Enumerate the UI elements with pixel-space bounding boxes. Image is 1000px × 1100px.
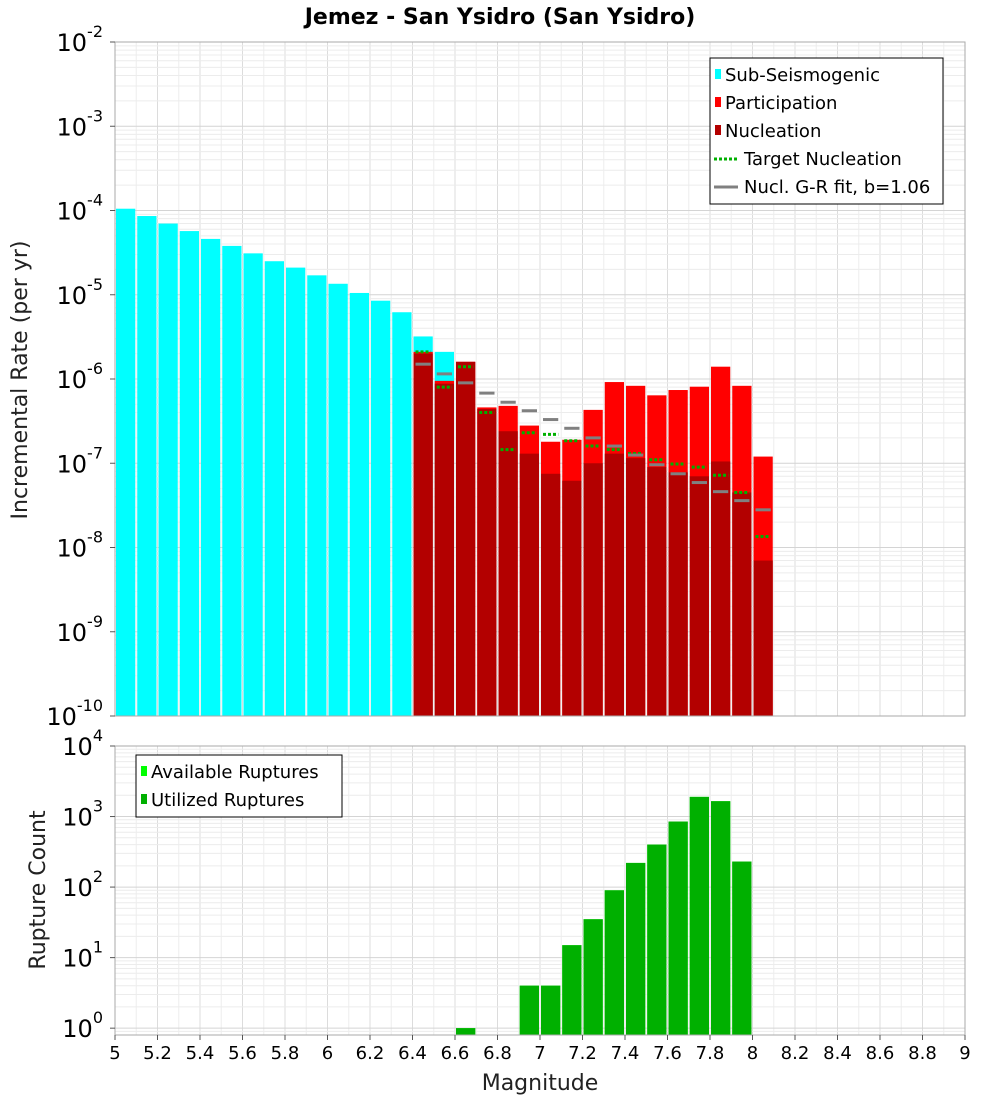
bottom-bar-series1: [732, 861, 752, 1035]
bottom-y-tick-label: 104: [62, 726, 103, 761]
top-plot: 10-10 10-9 10-8 10-7 10-6 10-5 10-4 10-3 10-2 Sub…: [46, 22, 966, 731]
top-bar-series2: [541, 473, 561, 716]
top-bar-series0: [179, 231, 199, 716]
top-bar-series0: [116, 208, 136, 717]
top-y-tick-label: 10-4: [57, 191, 104, 226]
top-bar-series0: [307, 275, 327, 716]
top-y-tick-label: 10-3: [57, 106, 104, 141]
chart-title: Jemez - San Ysidro (San Ysidro): [303, 5, 696, 30]
bottom-bar-series1: [711, 801, 731, 1035]
top-legend-box: [709, 57, 944, 205]
bottom-y-tick-label: 100: [62, 1008, 103, 1043]
x-tick-label: 6.8: [483, 1043, 512, 1064]
top-bar-series0: [243, 253, 263, 716]
top-y-tick-label: 10-7: [57, 443, 104, 478]
bottom-legend-swatch: [141, 794, 147, 804]
top-bar-series2: [604, 453, 624, 716]
bottom-plot: 100 101 102 103 104 Available Ruptures Utilize…: [62, 726, 970, 1064]
x-tick-label: 9: [959, 1043, 970, 1064]
top-legend-label: Participation: [725, 93, 837, 114]
top-y-tick-label: 10-10: [46, 696, 103, 731]
top-legend-label: Sub-Seismogenic: [725, 65, 880, 86]
x-tick-label: 8: [747, 1043, 758, 1064]
x-tick-label: 5.6: [228, 1043, 257, 1064]
top-y-tick-label: 10-8: [57, 528, 104, 563]
top-y-tick-label: 10-9: [57, 612, 104, 647]
x-tick-label: 7.8: [696, 1043, 725, 1064]
top-y-axis-label: Incremental Rate (per yr): [8, 241, 33, 520]
bottom-bar-series1: [562, 945, 582, 1035]
bottom-legend-box: [135, 754, 343, 818]
bottom-bar-series1: [604, 890, 624, 1035]
top-bar-series0: [328, 283, 348, 716]
x-tick-label: 6: [322, 1043, 333, 1064]
x-tick-label: 5: [109, 1043, 120, 1064]
top-legend-swatch: [715, 125, 721, 135]
top-bar-series0: [222, 245, 242, 716]
top-bar-series0: [158, 223, 178, 717]
top-legend-label: Nucleation: [725, 121, 821, 142]
top-legend-label: Nucl. G-R fit, b=1.06: [744, 177, 930, 198]
x-tick-label: 7: [534, 1043, 545, 1064]
top-y-tick-label: 10-2: [57, 22, 104, 57]
top-bar-series0: [137, 216, 157, 717]
top-legend-label: Target Nucleation: [743, 149, 902, 170]
top-bar-series0: [371, 300, 391, 716]
x-tick-label: 5.2: [143, 1043, 172, 1064]
x-tick-label: 6.4: [398, 1043, 427, 1064]
x-tick-label: 8.4: [823, 1043, 852, 1064]
top-bar-series0: [349, 292, 369, 716]
top-legend-swatch: [715, 97, 721, 107]
bottom-legend-label: Available Ruptures: [151, 762, 319, 783]
x-tick-label: 7.2: [568, 1043, 597, 1064]
bottom-y-tick-label: 103: [62, 797, 103, 832]
bottom-legend-swatch: [141, 766, 147, 776]
top-y-tick-label: 10-5: [57, 275, 104, 310]
bottom-y-tick-label: 102: [62, 867, 103, 902]
bottom-bar-series1: [583, 919, 603, 1035]
top-bar-series0: [201, 238, 221, 716]
top-bar-series2: [689, 476, 709, 716]
x-tick-label: 8.2: [781, 1043, 810, 1064]
top-bar-series0: [264, 261, 284, 716]
x-tick-label: 7.6: [653, 1043, 682, 1064]
top-bar-series2: [732, 492, 752, 716]
bottom-bar-series1: [541, 985, 561, 1035]
x-tick-label: 8.8: [908, 1043, 937, 1064]
x-axis-label: Magnitude: [482, 1071, 599, 1096]
bottom-bar-series1: [626, 862, 646, 1035]
top-y-tick-label: 10-6: [57, 359, 104, 394]
top-bar-series2: [583, 463, 603, 716]
bottom-bar-series1: [668, 821, 688, 1035]
x-tick-label: 8.6: [866, 1043, 895, 1064]
top-bar-series2: [711, 461, 731, 716]
top-bar-series2: [498, 431, 518, 716]
bottom-y-tick-label: 101: [62, 938, 103, 973]
x-tick-label: 5.4: [186, 1043, 215, 1064]
bottom-y-axis-label: Rupture Count: [26, 810, 51, 970]
bottom-bar-series1: [519, 985, 539, 1035]
top-bar-series2: [413, 353, 433, 716]
x-tick-label: 5.8: [271, 1043, 300, 1064]
top-bar-series0: [392, 312, 412, 716]
x-tick-label: 6.6: [441, 1043, 470, 1064]
top-bar-series2: [668, 472, 688, 716]
top-bar-series2: [434, 383, 454, 716]
top-bar-series2: [519, 453, 539, 716]
top-bar-series2: [647, 467, 667, 716]
x-tick-label: 6.2: [356, 1043, 385, 1064]
x-tick-label: 7.4: [611, 1043, 640, 1064]
top-bar-series2: [477, 409, 497, 716]
top-legend-swatch: [715, 69, 721, 79]
bottom-bar-series1: [689, 796, 709, 1035]
top-bar-series0: [286, 267, 306, 716]
top-bar-series2: [626, 458, 646, 716]
top-bar-series2: [456, 361, 476, 716]
top-bar-series2: [562, 480, 582, 716]
bottom-bar-series1: [647, 844, 667, 1035]
bottom-legend-label: Utilized Ruptures: [151, 790, 304, 811]
bottom-bar-series1: [456, 1028, 476, 1035]
top-bar-series2: [753, 560, 773, 716]
